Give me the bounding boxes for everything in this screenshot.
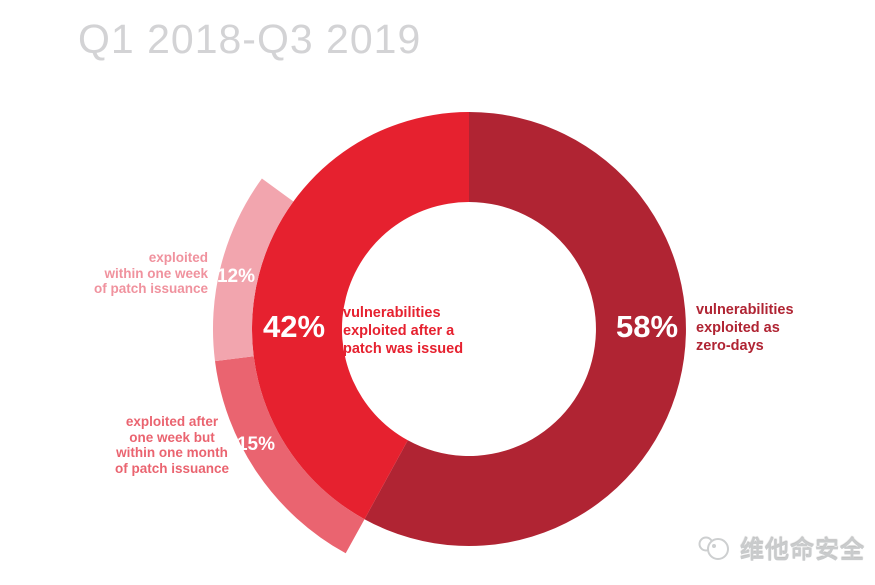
label-line: within one week [104, 265, 208, 281]
value-within-one-week: 12% [216, 266, 256, 287]
label-exploited-within-one-week: exploited within one week of patch issua… [94, 250, 208, 297]
value-after-patch: 42% [263, 309, 326, 344]
donut-segment-within-one-week [212, 178, 294, 362]
label-line: exploited [148, 250, 208, 265]
watermark: 维他命安全 [697, 530, 865, 565]
label-line: vulnerabilities [343, 305, 441, 321]
label-line: zero-days [696, 338, 764, 354]
label-line: of patch issuance [114, 460, 230, 476]
label-line: vulnerabilities [696, 302, 794, 318]
label-line: exploited after a [343, 323, 455, 339]
value-after-one-week: 15% [236, 434, 276, 455]
donut-segment-zero-days [364, 112, 686, 546]
value-zero-days: 58% [616, 309, 679, 344]
watermark-logo-icon [698, 536, 729, 560]
chart-title: Q1 2018-Q3 2019 [78, 16, 422, 62]
donut-segment-after-one-week-within-one-month [215, 356, 365, 554]
label-line: exploited after [125, 414, 219, 429]
label-exploited-after-one-week: exploited after one week but within one … [92, 414, 252, 476]
donut-segment-after-patch [251, 111, 469, 520]
label-line: of patch issuance [93, 281, 208, 296]
label-line: patch was issued [343, 341, 464, 357]
label-line: exploited as [696, 320, 780, 336]
label-line: within one month [116, 445, 228, 460]
label-line: one week but [129, 429, 215, 445]
watermark-text: 维他命安全 [740, 537, 865, 564]
label-exploited-as-zero-days: vulnerabilities exploited as zero-days [696, 301, 794, 355]
label-exploited-after-patch: vulnerabilities exploited after a patch … [343, 304, 463, 358]
